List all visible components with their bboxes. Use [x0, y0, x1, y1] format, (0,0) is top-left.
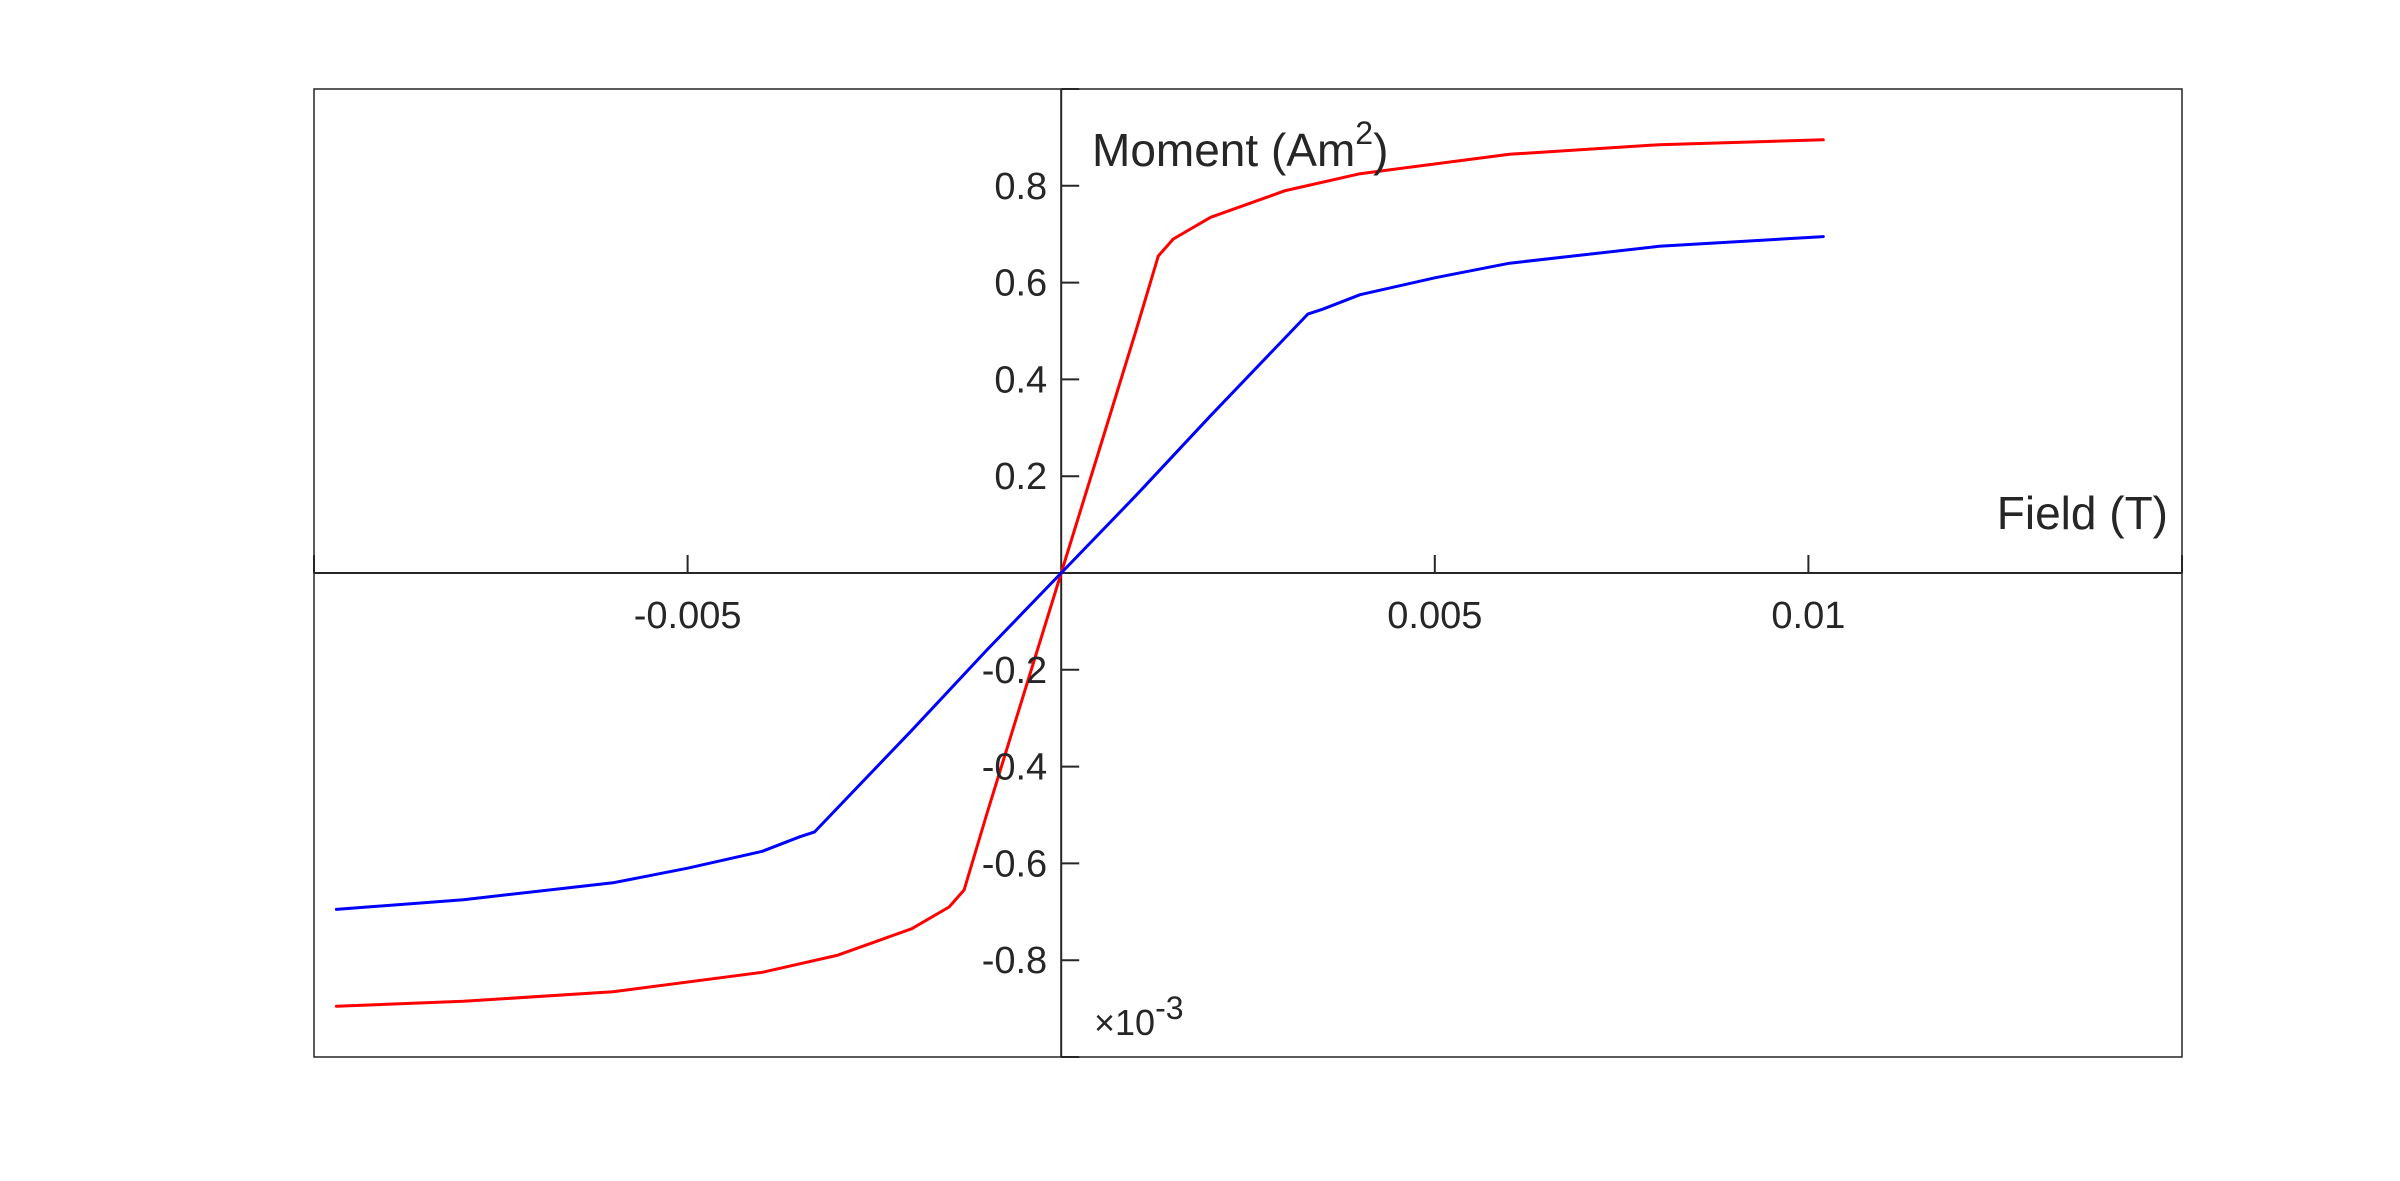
- x-tick-label: 0.01: [1771, 595, 1845, 637]
- y-tick-label: 0.6: [994, 263, 1047, 305]
- y-tick-label: -0.4: [982, 747, 1047, 789]
- series-line-2: [334, 235, 1825, 911]
- y-tick-label: -0.8: [982, 940, 1047, 982]
- x-axis-exponent-label: ×10-3: [1094, 990, 1184, 1043]
- tick-layer: -0.005 0.005 0.01 -0.8 -0.6 -0.4 -0.2 0.2 0.4 0.6…: [634, 166, 1846, 982]
- y-tick-label: 0.8: [994, 166, 1047, 208]
- series-layer: [334, 138, 1825, 1008]
- y-tick-label: 0.2: [994, 456, 1047, 498]
- axes: [313, 88, 2183, 1058]
- y-tick-label: -0.2: [982, 650, 1047, 692]
- y-axis-label: Moment (Am2): [1092, 115, 1388, 176]
- x-axis-label: Field (T): [1997, 487, 2168, 539]
- y-tick-label: 0.4: [994, 359, 1047, 401]
- y-tick-label: -0.6: [982, 843, 1047, 885]
- x-tick-label: 0.005: [1387, 595, 1482, 637]
- x-tick-label: -0.005: [634, 595, 742, 637]
